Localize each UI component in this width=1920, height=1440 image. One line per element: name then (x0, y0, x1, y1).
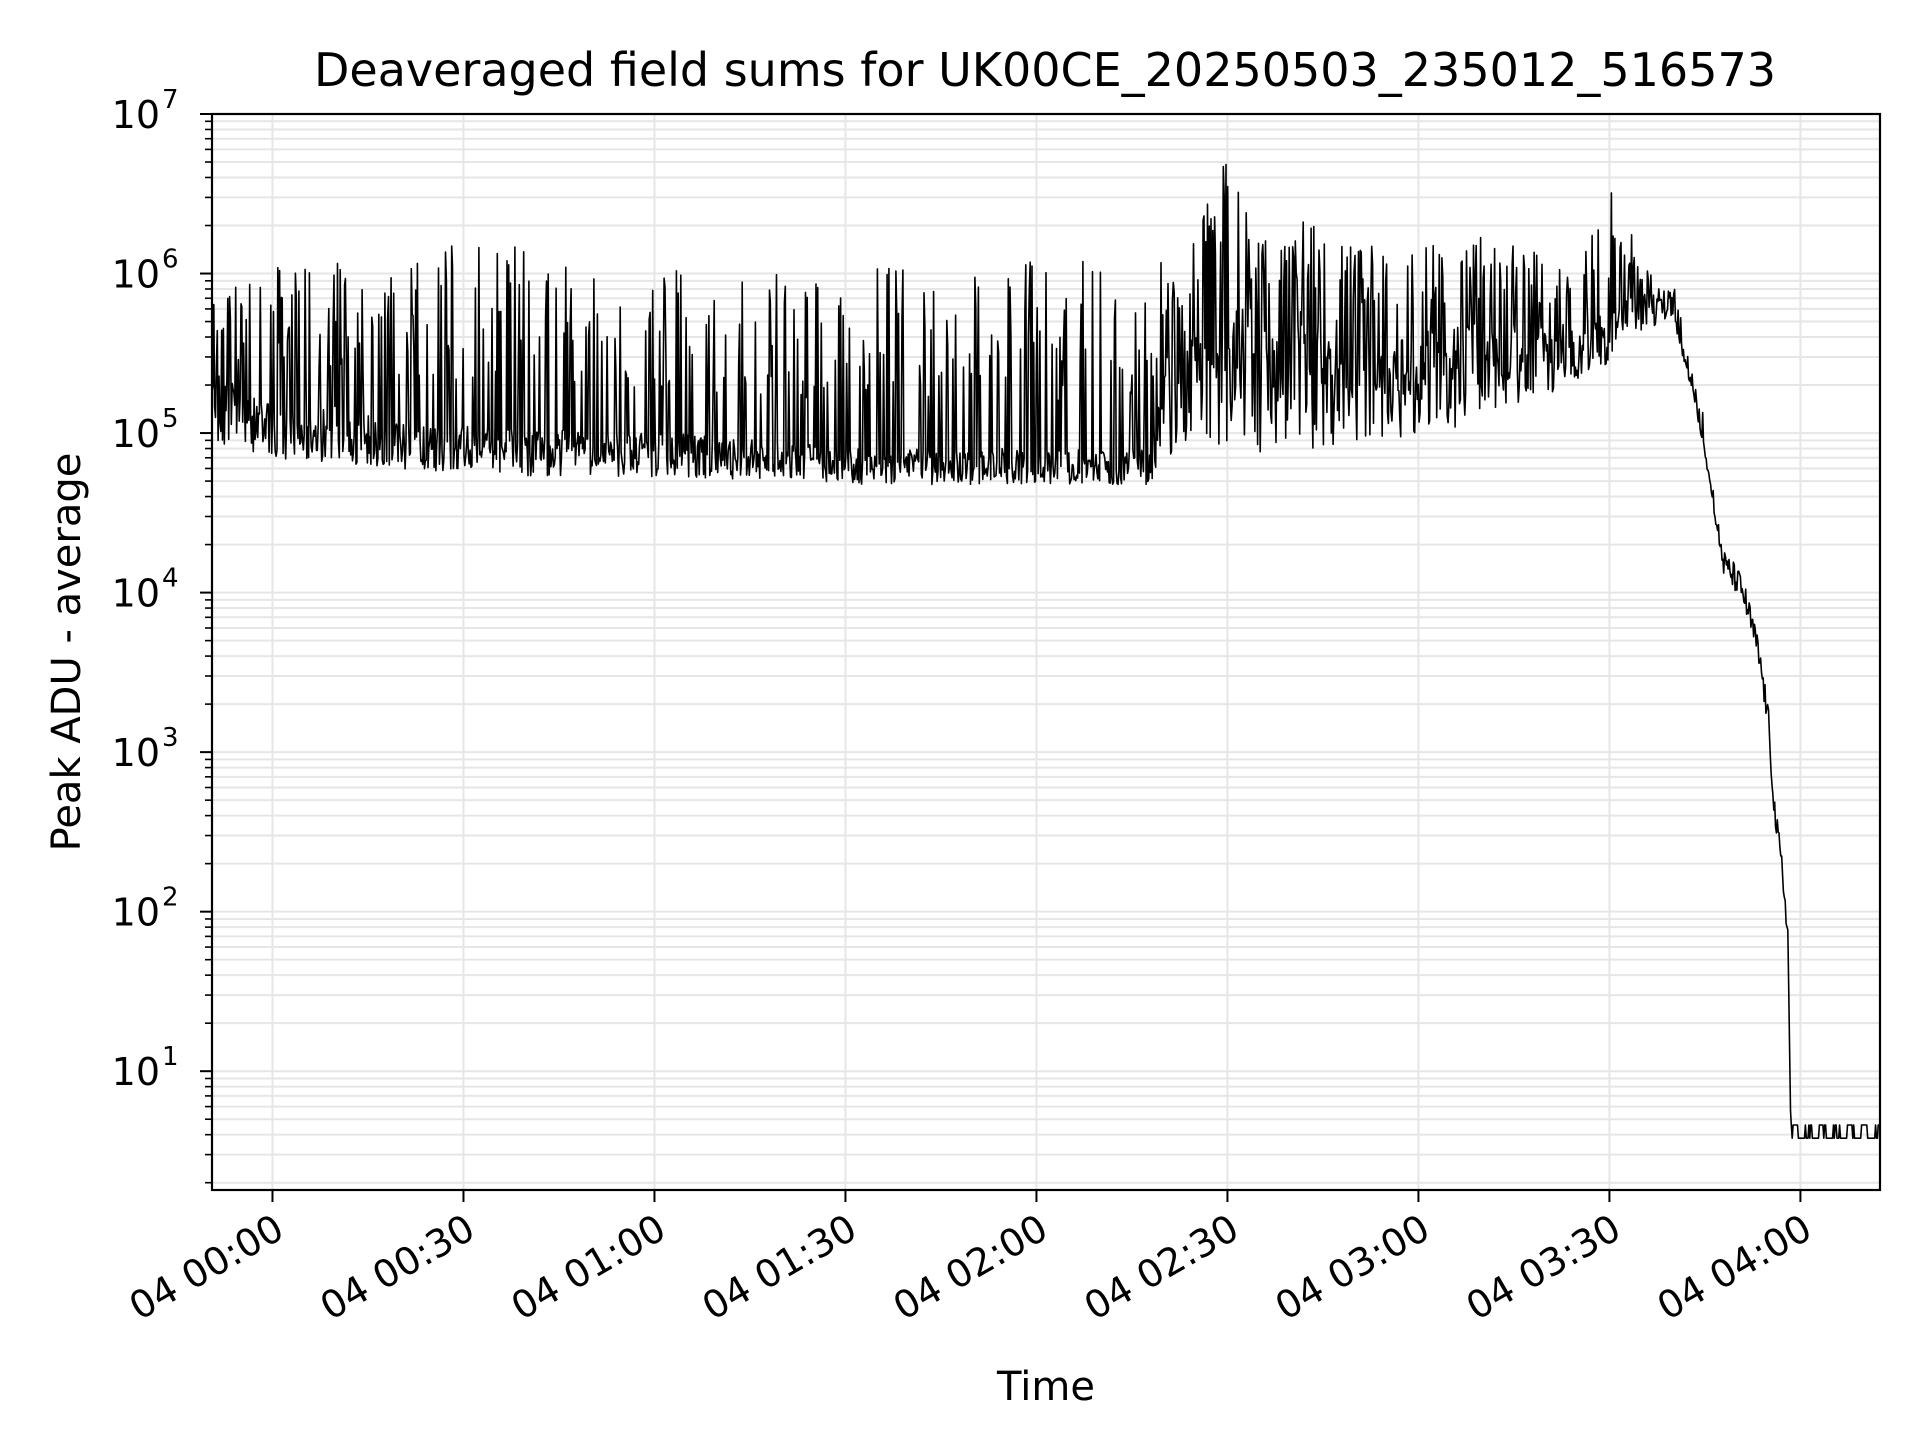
plot-lines (211, 163, 1880, 1139)
y-tick-exponent: 4 (162, 564, 179, 594)
y-tick-label: 10 (112, 1050, 160, 1094)
y-tick-exponent: 7 (162, 85, 179, 115)
y-axis-label: Peak ADU - average (44, 453, 90, 852)
y-tick-exponent: 3 (162, 723, 179, 753)
chart-title: Deaveraged field sums for UK00CE_2025050… (314, 43, 1776, 97)
y-tick-label: 10 (112, 93, 160, 137)
series-line (211, 163, 1880, 1139)
y-tick-exponent: 1 (162, 1042, 179, 1072)
y-tick-label: 10 (112, 412, 160, 456)
y-tick-label: 10 (112, 891, 160, 935)
y-tick-label: 10 (112, 731, 160, 775)
y-tick-exponent: 5 (162, 404, 179, 434)
y-tick-label: 10 (112, 572, 160, 616)
grid (212, 114, 1880, 1190)
y-tick-exponent: 2 (162, 883, 179, 913)
y-tick-exponent: 6 (162, 245, 179, 275)
y-tick-label: 10 (112, 253, 160, 297)
x-axis-label: Time (996, 1364, 1095, 1410)
plot-frame (210, 112, 1882, 1192)
